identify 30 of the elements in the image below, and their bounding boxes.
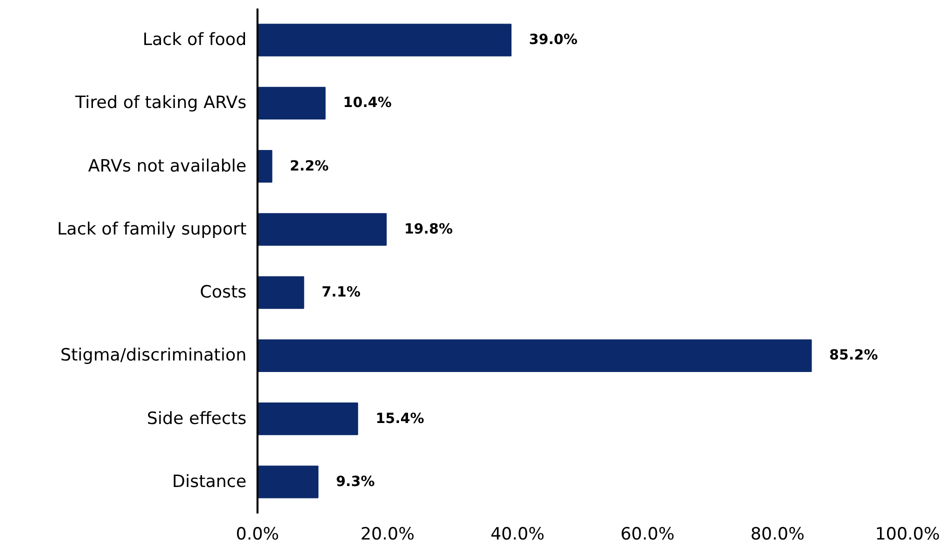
bar: [258, 213, 387, 246]
y-tick-label: Distance: [172, 472, 247, 492]
y-tick-label: ARVs not available: [88, 156, 247, 176]
y-tick-label: Lack of food: [142, 30, 247, 50]
bar: [258, 402, 358, 436]
data-label: 9.3%: [336, 474, 375, 490]
y-tick-label: Lack of family support: [57, 219, 247, 240]
data-label: 2.2%: [290, 158, 329, 174]
data-label: 39.0%: [529, 32, 578, 48]
bar: [258, 24, 512, 56]
bar: [258, 276, 304, 309]
data-label: 15.4%: [376, 410, 424, 427]
data-label: 85.2%: [829, 348, 878, 364]
bar: [258, 86, 326, 120]
bar: [258, 150, 272, 183]
x-tick-label: 100.0%: [875, 524, 940, 544]
bar: [258, 339, 812, 372]
x-tick-label: 40.0%: [490, 524, 545, 544]
y-tick-label: Side effects: [146, 408, 247, 429]
x-tick-label: 80.0%: [750, 524, 805, 544]
data-label: 10.4%: [343, 95, 392, 112]
y-tick-label: Tired of taking ARVs: [74, 93, 247, 114]
y-tick-label: Costs: [200, 282, 247, 303]
bar: [258, 466, 318, 498]
x-tick-label: 60.0%: [620, 524, 675, 544]
x-tick-label: 20.0%: [360, 524, 415, 544]
x-tick-label: 0.0%: [236, 524, 280, 544]
data-label: 7.1%: [322, 284, 360, 301]
data-label: 19.8%: [404, 221, 453, 238]
y-tick-label: Stigma/discrimination: [60, 346, 247, 366]
